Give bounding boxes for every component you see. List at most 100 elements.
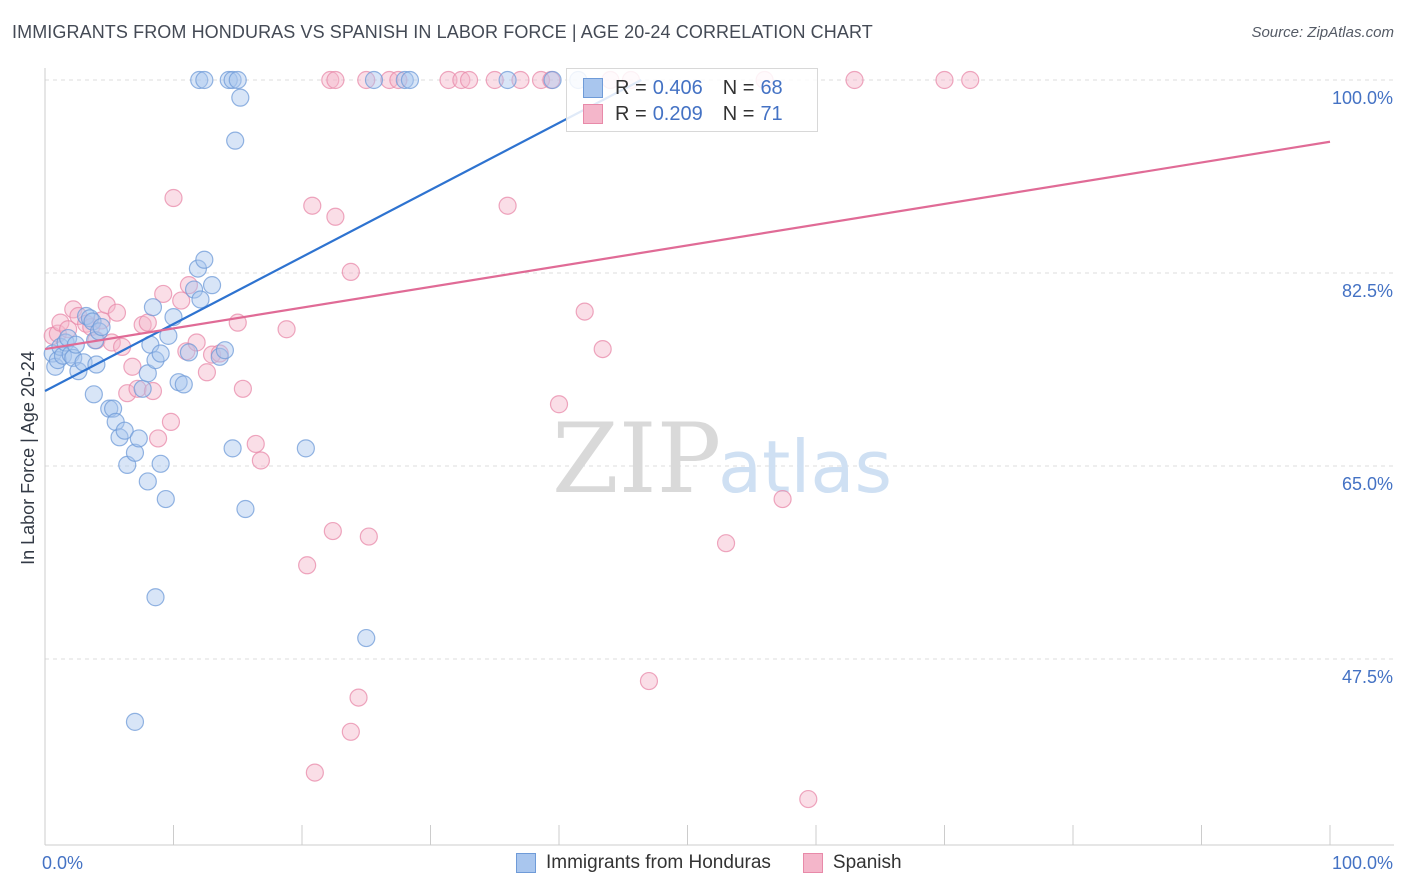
spanish-point bbox=[164, 188, 183, 208]
spanish-point bbox=[246, 434, 265, 454]
spanish-point bbox=[452, 70, 471, 90]
honduras-point bbox=[174, 375, 193, 394]
legend-swatch-pink bbox=[583, 104, 603, 124]
legend-label-spanish: Spanish bbox=[832, 852, 902, 873]
spanish-point bbox=[305, 763, 324, 782]
honduras-point bbox=[104, 399, 123, 418]
grid-lines bbox=[45, 79, 1394, 660]
honduras-point bbox=[223, 70, 242, 90]
spanish-point bbox=[773, 489, 792, 509]
honduras-point bbox=[179, 343, 199, 362]
spanish-point bbox=[511, 70, 530, 90]
legend-r-value: 0.209 bbox=[652, 102, 703, 125]
honduras-point bbox=[92, 317, 111, 337]
chart-title: IMMIGRANTS FROM HONDURAS VS SPANISH IN L… bbox=[12, 22, 873, 42]
series-legend: Immigrants from Honduras Spanish bbox=[516, 852, 934, 874]
spanish-point bbox=[107, 303, 127, 322]
spanish-point bbox=[323, 521, 342, 541]
legend-swatch-honduras bbox=[516, 853, 536, 873]
honduras-point bbox=[543, 70, 562, 90]
honduras-point bbox=[236, 499, 255, 519]
spanish-point bbox=[128, 379, 147, 398]
honduras-point bbox=[151, 344, 170, 363]
spanish-point bbox=[799, 789, 818, 809]
honduras-trend-line bbox=[44, 79, 642, 392]
spanish-point bbox=[845, 70, 864, 90]
honduras-point bbox=[190, 70, 209, 90]
spanish-point bbox=[148, 429, 168, 448]
spanish-point bbox=[321, 70, 340, 90]
spanish-trend-line bbox=[44, 140, 1331, 351]
spanish-point bbox=[138, 313, 157, 332]
honduras-point bbox=[400, 70, 420, 90]
x-tick-label: 0.0% bbox=[42, 853, 83, 873]
legend-n-value: 68 bbox=[760, 76, 783, 99]
spanish-point bbox=[341, 722, 360, 741]
honduras-point bbox=[138, 472, 157, 491]
honduras-points bbox=[43, 70, 588, 731]
stats-legend: R = 0.406 N = 68 R = 0.209 N = 71 bbox=[566, 68, 818, 132]
honduras-point bbox=[129, 429, 148, 448]
y-axis-title: In Labor Force | Age 20-24 bbox=[18, 351, 38, 565]
spanish-point bbox=[233, 379, 252, 398]
spanish-point bbox=[326, 70, 345, 90]
honduras-point bbox=[226, 131, 245, 150]
spanish-point bbox=[197, 363, 217, 382]
spanish-point bbox=[349, 688, 368, 707]
tick-labels: 47.5% 65.0% 82.5% 100.0% 0.0% 100.0% bbox=[42, 88, 1393, 873]
source-label: Source: ZipAtlas.com bbox=[1251, 24, 1394, 41]
spanish-point bbox=[298, 556, 317, 575]
spanish-point bbox=[357, 70, 376, 90]
honduras-point bbox=[143, 298, 163, 317]
legend-swatch-spanish bbox=[802, 853, 823, 873]
honduras-point bbox=[357, 628, 376, 648]
honduras-point bbox=[395, 70, 414, 90]
honduras-point bbox=[364, 70, 384, 90]
honduras-point bbox=[151, 454, 170, 473]
honduras-point bbox=[125, 443, 145, 462]
axes bbox=[44, 68, 1394, 846]
y-tick-label: 47.5% bbox=[1342, 667, 1393, 687]
spanish-point bbox=[485, 70, 504, 90]
honduras-point bbox=[125, 712, 145, 731]
honduras-point bbox=[191, 290, 210, 309]
y-tick-label: 65.0% bbox=[1342, 474, 1393, 494]
legend-r-label: R = bbox=[615, 102, 647, 125]
y-tick-label: 82.5% bbox=[1342, 281, 1393, 301]
spanish-point bbox=[593, 339, 612, 359]
honduras-point bbox=[184, 280, 204, 299]
watermark-atlas: atlas bbox=[718, 425, 892, 509]
honduras-point bbox=[195, 250, 214, 269]
spanish-point bbox=[341, 262, 360, 281]
spanish-point bbox=[187, 333, 206, 352]
watermark-zip: ZIP bbox=[552, 403, 721, 515]
honduras-point bbox=[228, 70, 247, 90]
honduras-point bbox=[156, 489, 175, 509]
spanish-point bbox=[639, 671, 659, 691]
honduras-point bbox=[498, 70, 517, 90]
spanish-point bbox=[161, 412, 181, 431]
legend-r-label: R = bbox=[615, 76, 647, 99]
spanish-point bbox=[303, 196, 322, 215]
honduras-point bbox=[231, 88, 250, 107]
honduras-point bbox=[146, 588, 165, 607]
legend-n-label: N = bbox=[722, 76, 755, 99]
legend-item-honduras[interactable]: Immigrants from Honduras bbox=[516, 852, 771, 874]
spanish-point bbox=[277, 320, 296, 339]
spanish-point bbox=[326, 207, 345, 226]
y-tick-label: 100.0% bbox=[1332, 88, 1393, 108]
honduras-point bbox=[83, 312, 102, 331]
spanish-point bbox=[575, 302, 594, 321]
legend-swatch-blue bbox=[583, 78, 603, 98]
legend-n-label: N = bbox=[722, 102, 755, 125]
spanish-point bbox=[359, 527, 378, 546]
honduras-point bbox=[115, 421, 134, 440]
honduras-point bbox=[133, 379, 152, 398]
spanish-point bbox=[172, 291, 191, 310]
honduras-point bbox=[202, 276, 222, 295]
spanish-point bbox=[69, 306, 88, 326]
legend-r-value: 0.406 bbox=[652, 76, 703, 99]
honduras-point bbox=[84, 385, 103, 404]
legend-item-spanish[interactable]: Spanish bbox=[802, 852, 902, 874]
